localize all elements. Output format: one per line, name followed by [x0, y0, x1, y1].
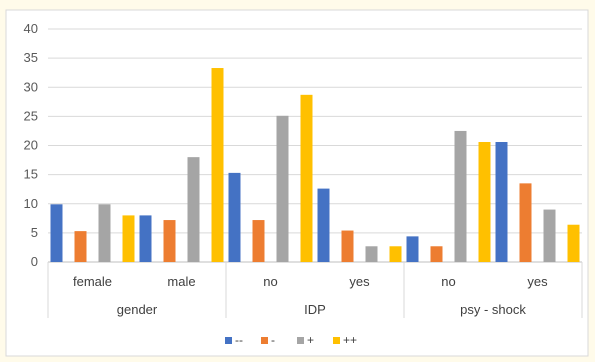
- x-category-label: no: [263, 274, 277, 289]
- x-category-label: female: [73, 274, 112, 289]
- bar: [478, 142, 491, 262]
- y-tick-label: 40: [24, 21, 38, 36]
- bar: [454, 130, 467, 262]
- legend-swatch: [297, 337, 304, 344]
- bar: [543, 209, 556, 262]
- bars: [50, 68, 580, 262]
- bar: [341, 230, 354, 262]
- bar: [228, 172, 241, 262]
- y-tick-label: 15: [24, 167, 38, 182]
- bar: [406, 236, 419, 262]
- bar: [389, 246, 402, 262]
- bar: [98, 204, 111, 262]
- gridlines: [48, 28, 582, 263]
- legend-label: -: [271, 333, 275, 347]
- bar: [276, 115, 289, 262]
- bar: [163, 220, 176, 262]
- legend-item: -: [261, 333, 275, 347]
- bar: [317, 188, 330, 262]
- legend: -- - + ++: [225, 333, 357, 347]
- bar: [74, 231, 87, 262]
- legend-item: ++: [333, 333, 357, 347]
- x-group-label: gender: [117, 302, 158, 317]
- x-axis: female male no yes no yes gender IDP psy - shock: [47, 262, 583, 318]
- bar: [187, 157, 200, 262]
- x-group-label: psy - shock: [460, 302, 526, 317]
- bar: [139, 215, 152, 262]
- y-tick-label: 10: [24, 196, 38, 211]
- x-group-label: IDP: [304, 302, 326, 317]
- y-tick-label: 30: [24, 79, 38, 94]
- legend-label: +: [307, 333, 314, 347]
- legend-item: --: [225, 333, 243, 347]
- bar: [211, 68, 224, 262]
- legend-label: --: [235, 333, 243, 347]
- legend-swatch: [225, 337, 232, 344]
- chart-area: [5, 9, 589, 357]
- y-tick-label: 5: [31, 225, 38, 240]
- bar: [430, 246, 443, 262]
- y-tick-label: 35: [24, 50, 38, 65]
- x-category-label: yes: [349, 274, 370, 289]
- bar: [365, 246, 378, 262]
- bar: [122, 215, 135, 262]
- bar: [50, 204, 63, 262]
- legend-swatch: [261, 337, 268, 344]
- legend-swatch: [333, 337, 340, 344]
- bar: [495, 142, 508, 262]
- x-category-label: male: [167, 274, 195, 289]
- y-axis-ticks: 0 5 10 15 20 25 30 35 40: [24, 21, 38, 269]
- legend-item: +: [297, 333, 314, 347]
- bar: [567, 224, 580, 262]
- bar: [252, 220, 265, 262]
- y-tick-label: 0: [31, 254, 38, 269]
- y-tick-label: 25: [24, 108, 38, 123]
- bar: [300, 94, 313, 262]
- bar: [519, 183, 532, 262]
- y-tick-label: 20: [24, 138, 38, 153]
- x-category-label: yes: [527, 274, 548, 289]
- x-category-label: no: [441, 274, 455, 289]
- legend-label: ++: [343, 333, 357, 347]
